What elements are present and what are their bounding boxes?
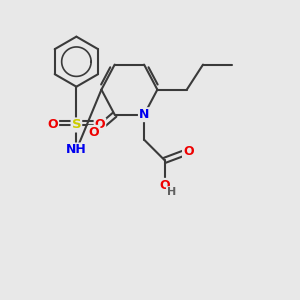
Text: O: O xyxy=(89,126,99,139)
Text: S: S xyxy=(72,118,81,131)
Text: O: O xyxy=(47,118,58,131)
Text: O: O xyxy=(183,145,194,158)
Text: N: N xyxy=(139,108,149,121)
Text: O: O xyxy=(159,179,170,192)
Text: H: H xyxy=(167,187,176,197)
Text: NH: NH xyxy=(66,143,87,157)
Text: O: O xyxy=(94,118,105,131)
